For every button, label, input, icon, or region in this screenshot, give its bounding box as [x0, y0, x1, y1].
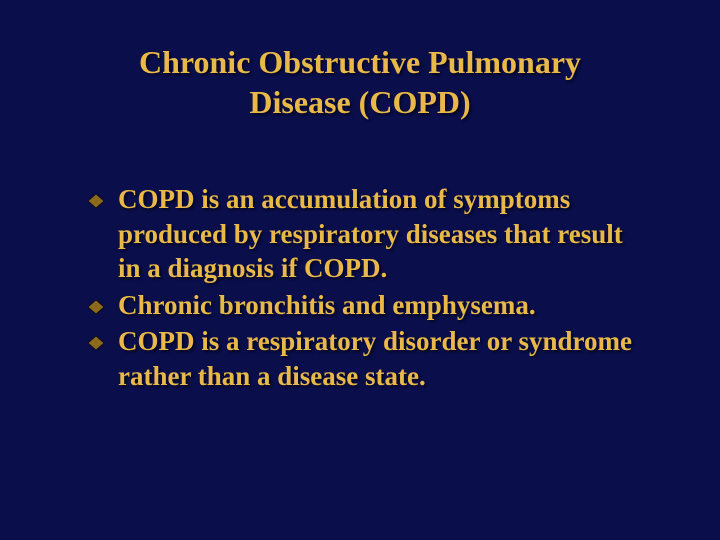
diamond-bullet-icon	[88, 194, 104, 208]
list-item: Chronic bronchitis and emphysema.	[88, 288, 650, 323]
bullet-text: COPD is a respiratory disorder or syndro…	[118, 326, 632, 391]
bullet-text: Chronic bronchitis and emphysema.	[118, 290, 536, 320]
slide-title: Chronic Obstructive Pulmonary Disease (C…	[70, 42, 650, 122]
list-item: COPD is a respiratory disorder or syndro…	[88, 324, 650, 393]
title-line-1: Chronic Obstructive Pulmonary	[139, 44, 581, 80]
diamond-bullet-icon	[88, 300, 104, 314]
title-line-2: Disease (COPD)	[249, 84, 470, 120]
slide: Chronic Obstructive Pulmonary Disease (C…	[0, 0, 720, 540]
diamond-bullet-icon	[88, 336, 104, 350]
bullet-list: COPD is an accumulation of symptoms prod…	[70, 182, 650, 393]
list-item: COPD is an accumulation of symptoms prod…	[88, 182, 650, 286]
bullet-text: COPD is an accumulation of symptoms prod…	[118, 184, 623, 283]
